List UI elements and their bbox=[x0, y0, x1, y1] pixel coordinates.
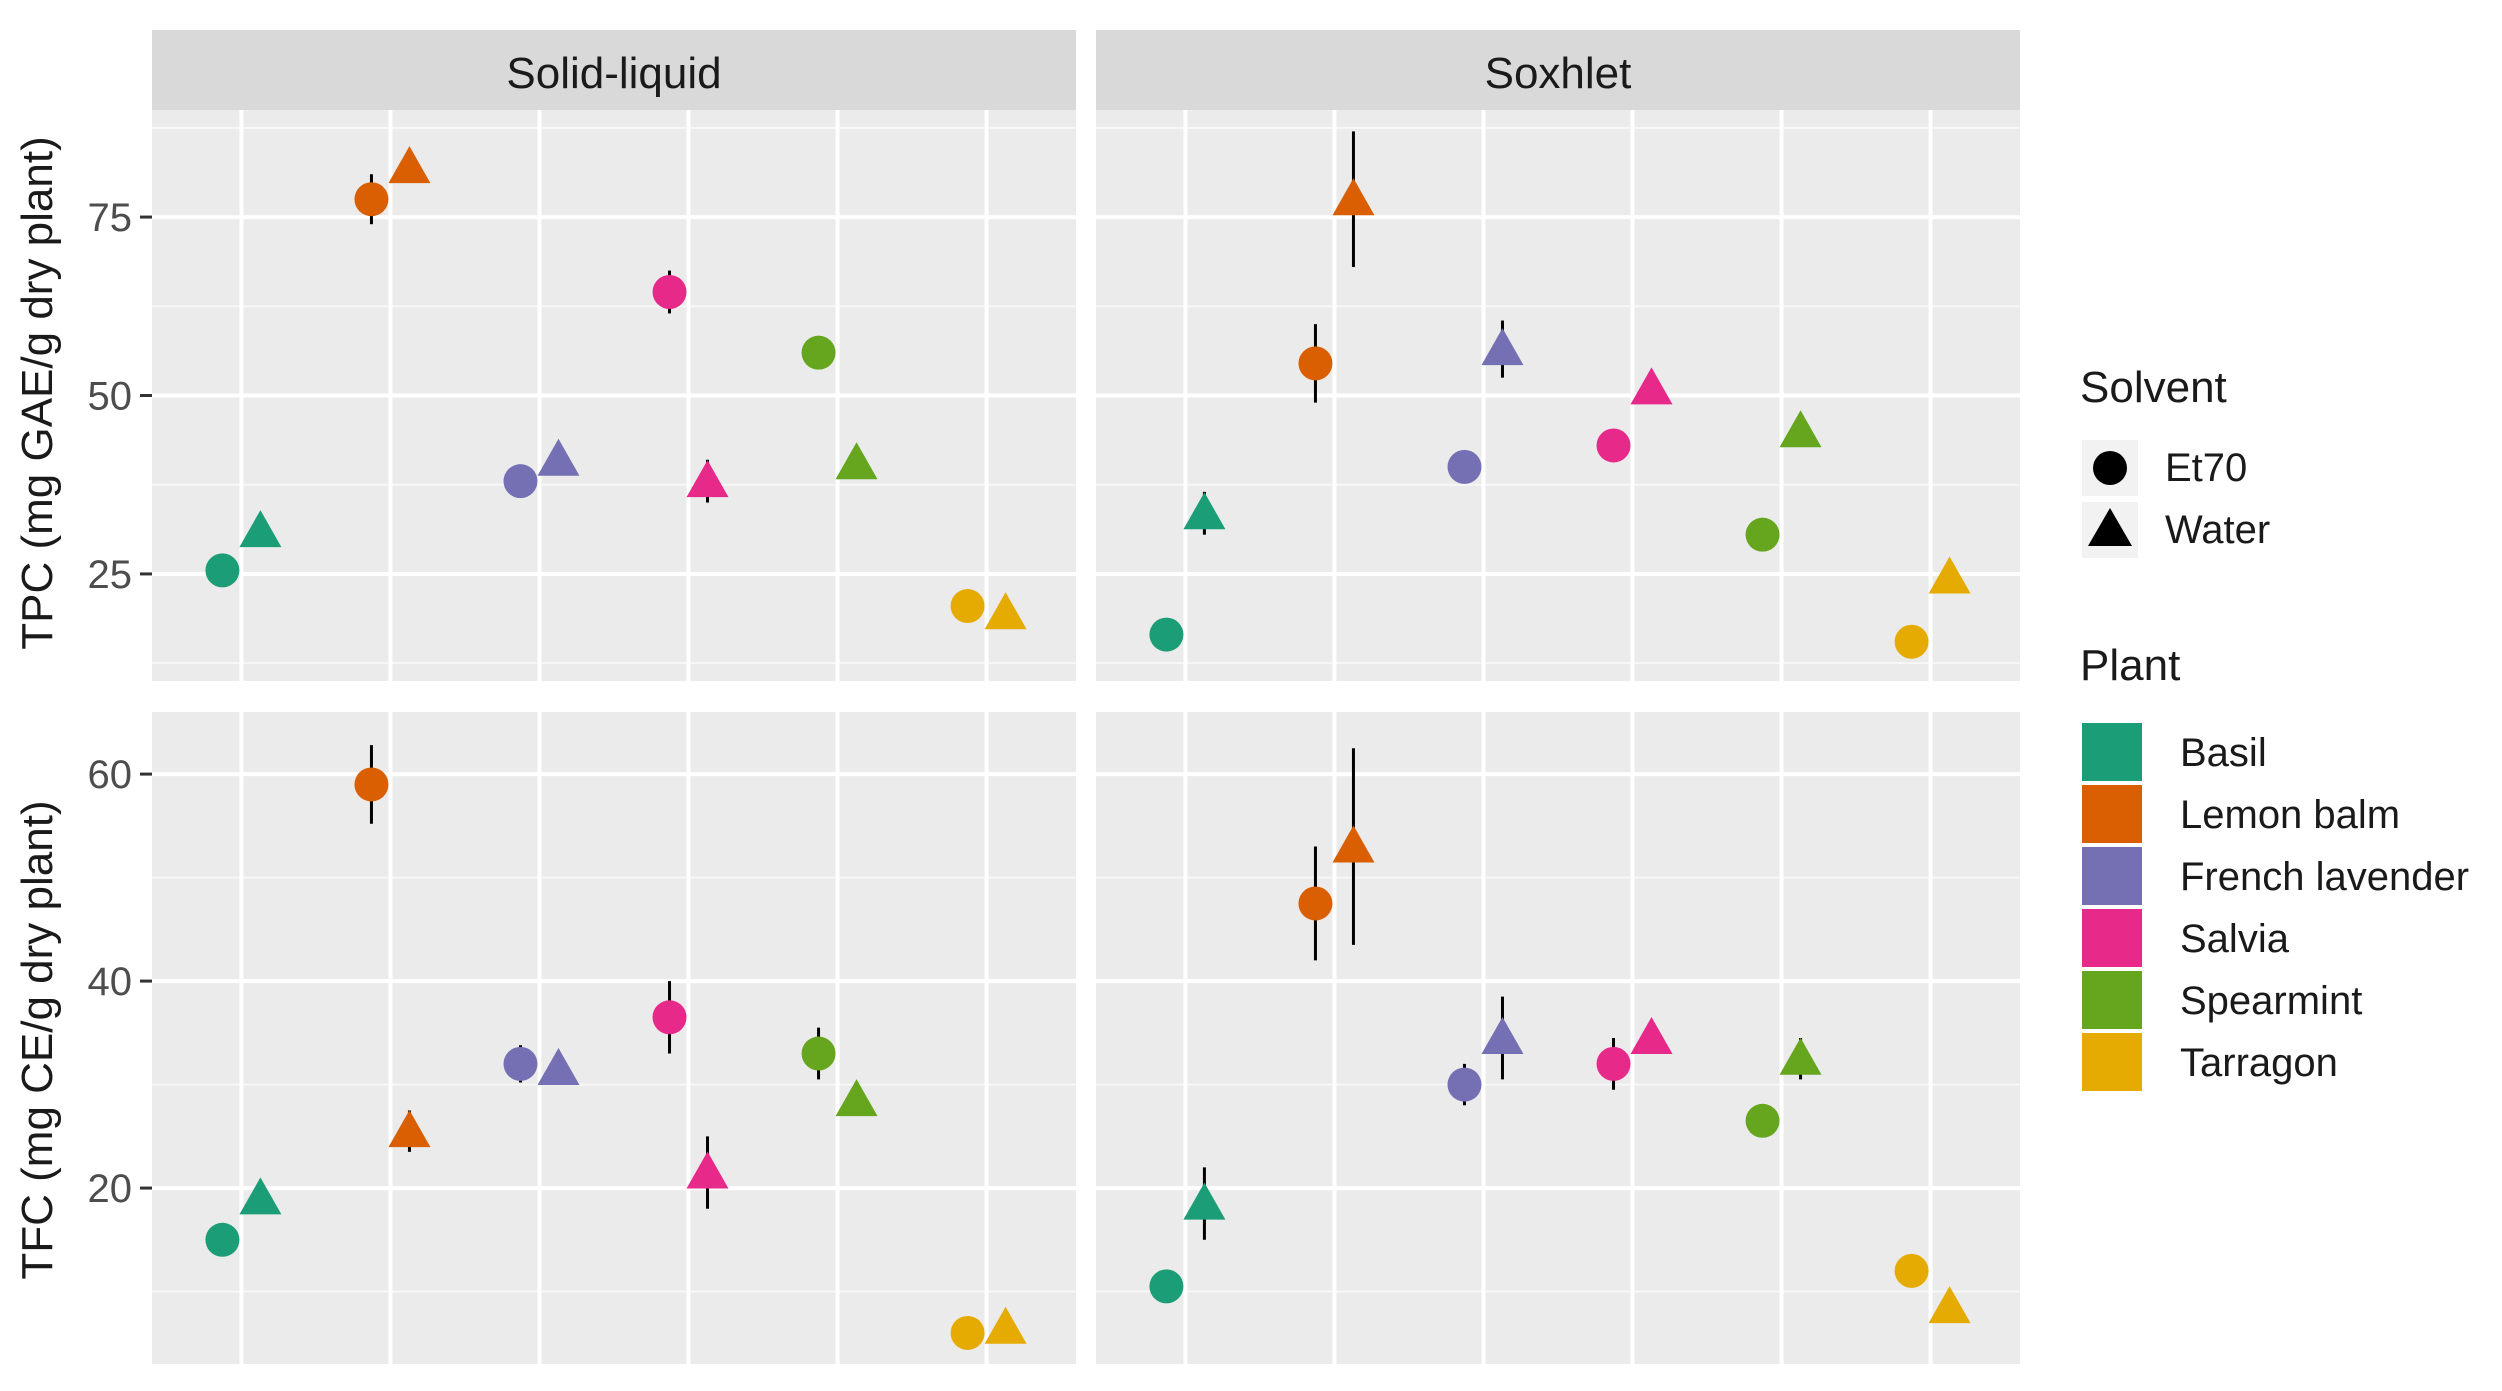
y-tick-label: 60 bbox=[88, 753, 133, 797]
point-tpc-solid-liquid-tarragon-water bbox=[984, 592, 1027, 630]
point-tfc-soxhlet-basil-et70 bbox=[1149, 1269, 1184, 1304]
point-tpc-solid-liquid-lemon-balm-water bbox=[388, 146, 431, 184]
point-tfc-soxhlet-spearmint-water bbox=[1779, 1037, 1822, 1075]
point-tfc-soxhlet-french-lavender-et70 bbox=[1447, 1067, 1482, 1102]
point-tfc-solid-liquid-lemon-balm-et70 bbox=[354, 767, 389, 802]
panel-tfc-solid-liquid-background bbox=[152, 712, 1076, 1364]
point-tfc-solid-liquid-basil-water bbox=[239, 1177, 282, 1215]
point-tpc-soxhlet-basil-et70 bbox=[1149, 617, 1184, 652]
y-tick-label: 25 bbox=[88, 553, 133, 597]
point-tpc-solid-liquid-salvia-water bbox=[686, 460, 729, 498]
point-tpc-soxhlet-spearmint-et70 bbox=[1745, 517, 1780, 552]
point-tpc-solid-liquid-french-lavender-water bbox=[537, 438, 580, 476]
legend: Solvent Et70 Water Plant Basil Lemon balm… bbox=[2080, 363, 2469, 1091]
legend-label-lemon-balm: Lemon balm bbox=[2180, 793, 2400, 837]
y-tick-label: 40 bbox=[88, 960, 133, 1004]
legend-title-solvent: Solvent bbox=[2080, 363, 2227, 412]
data-marks bbox=[205, 131, 1971, 1350]
point-tfc-solid-liquid-salvia-water bbox=[686, 1151, 729, 1189]
point-tpc-soxhlet-french-lavender-et70 bbox=[1447, 449, 1482, 484]
y-axis-title-tpc: TPC (mg GAE/g dry plant) bbox=[13, 136, 62, 649]
point-tpc-solid-liquid-basil-water bbox=[239, 510, 282, 548]
legend-key-spearmint bbox=[2082, 971, 2142, 1029]
legend-key-lemon-balm bbox=[2082, 785, 2142, 843]
point-tfc-soxhlet-lemon-balm-et70 bbox=[1298, 886, 1333, 921]
point-tfc-solid-liquid-french-lavender-water bbox=[537, 1048, 580, 1086]
legend-key-basil bbox=[2082, 723, 2142, 781]
legend-label-salvia: Salvia bbox=[2180, 917, 2290, 961]
strip-background-solid-liquid bbox=[152, 30, 1076, 110]
strip-background-soxhlet bbox=[1096, 30, 2020, 110]
point-tpc-solid-liquid-salvia-et70 bbox=[652, 275, 687, 310]
legend-title-plant: Plant bbox=[2080, 641, 2180, 690]
panels bbox=[152, 30, 2020, 1364]
point-tpc-soxhlet-french-lavender-water bbox=[1481, 328, 1524, 366]
point-tfc-soxhlet-lemon-balm-water bbox=[1332, 825, 1375, 863]
point-tpc-soxhlet-lemon-balm-water bbox=[1332, 178, 1375, 216]
point-tfc-solid-liquid-tarragon-et70 bbox=[950, 1315, 985, 1350]
strip-label-soxhlet: Soxhlet bbox=[1485, 49, 1632, 98]
point-tpc-soxhlet-spearmint-water bbox=[1779, 410, 1822, 448]
point-tpc-soxhlet-lemon-balm-et70 bbox=[1298, 346, 1333, 381]
point-tfc-soxhlet-french-lavender-water bbox=[1481, 1017, 1524, 1054]
point-tfc-solid-liquid-french-lavender-et70 bbox=[503, 1046, 538, 1081]
legend-key-french-lavender bbox=[2082, 847, 2142, 905]
legend-label-spearmint: Spearmint bbox=[2180, 979, 2362, 1023]
point-tfc-soxhlet-tarragon-water bbox=[1928, 1286, 1971, 1324]
legend-label-french-lavender: French lavender bbox=[2180, 855, 2469, 899]
legend-label-basil: Basil bbox=[2180, 731, 2267, 775]
point-tpc-soxhlet-basil-water bbox=[1183, 492, 1226, 530]
point-tfc-soxhlet-salvia-water bbox=[1630, 1017, 1673, 1054]
legend-key-water-triangle bbox=[2088, 508, 2132, 546]
point-tfc-soxhlet-tarragon-et70 bbox=[1894, 1253, 1929, 1288]
point-tfc-soxhlet-basil-water bbox=[1183, 1182, 1226, 1220]
y-tick-label: 50 bbox=[88, 375, 133, 419]
panel-tfc-soxhlet-background bbox=[1096, 712, 2020, 1364]
point-tfc-solid-liquid-lemon-balm-water bbox=[388, 1110, 431, 1148]
point-tfc-solid-liquid-spearmint-et70 bbox=[801, 1036, 836, 1071]
legend-label-tarragon: Tarragon bbox=[2180, 1041, 2338, 1085]
y-axis-title-tfc: TFC (mg CE/g dry plant) bbox=[13, 800, 62, 1279]
legend-label-et70: Et70 bbox=[2165, 446, 2247, 490]
point-tpc-solid-liquid-spearmint-et70 bbox=[801, 335, 836, 370]
point-tfc-solid-liquid-salvia-et70 bbox=[652, 1000, 687, 1035]
point-tpc-soxhlet-tarragon-water bbox=[1928, 556, 1971, 594]
strip-label-solid-liquid: Solid-liquid bbox=[506, 49, 721, 98]
point-tpc-soxhlet-tarragon-et70 bbox=[1894, 624, 1929, 659]
legend-label-water: Water bbox=[2165, 508, 2270, 552]
y-tick-label: 20 bbox=[88, 1167, 133, 1211]
point-tfc-solid-liquid-basil-et70 bbox=[205, 1222, 240, 1257]
point-tpc-solid-liquid-basil-et70 bbox=[205, 553, 240, 588]
point-tpc-soxhlet-salvia-water bbox=[1630, 367, 1673, 405]
point-tpc-solid-liquid-tarragon-et70 bbox=[950, 589, 985, 624]
point-tpc-soxhlet-salvia-et70 bbox=[1596, 428, 1631, 463]
y-tick-label: 75 bbox=[88, 196, 133, 240]
point-tfc-solid-liquid-spearmint-water bbox=[835, 1079, 878, 1117]
point-tfc-soxhlet-spearmint-et70 bbox=[1745, 1103, 1780, 1138]
point-tfc-solid-liquid-tarragon-water bbox=[984, 1306, 1027, 1344]
point-tpc-solid-liquid-french-lavender-et70 bbox=[503, 464, 538, 499]
y-axis-ticks: 25 50 75 20 40 60 bbox=[88, 196, 152, 1211]
point-tfc-soxhlet-salvia-et70 bbox=[1596, 1046, 1631, 1081]
point-tpc-solid-liquid-lemon-balm-et70 bbox=[354, 182, 389, 217]
legend-key-salvia bbox=[2082, 909, 2142, 967]
point-tpc-solid-liquid-spearmint-water bbox=[835, 442, 878, 480]
legend-key-et70-circle bbox=[2093, 451, 2127, 485]
legend-key-tarragon bbox=[2082, 1033, 2142, 1091]
plant-legend-items: Basil Lemon balm French lavender Salvia Spea… bbox=[2082, 723, 2469, 1091]
